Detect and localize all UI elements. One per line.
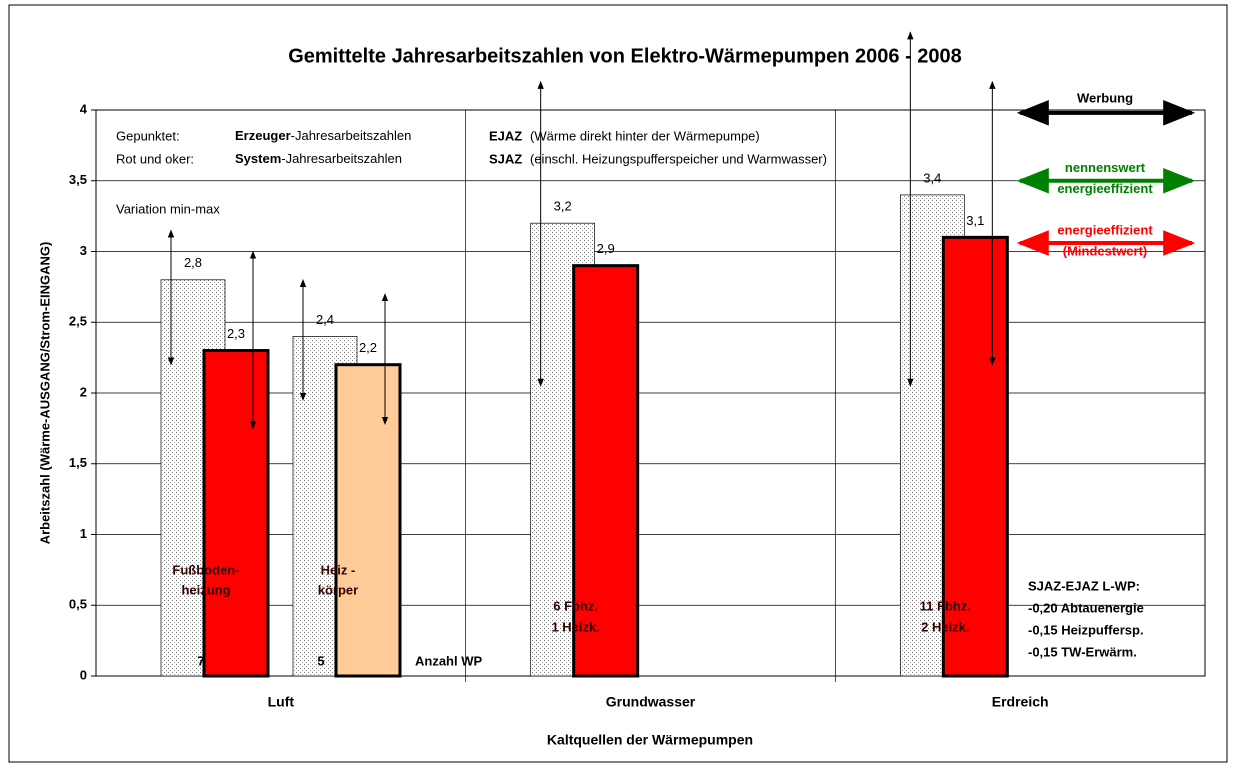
note: EJAZ: [489, 128, 522, 143]
threshold-label: nennenswert: [1065, 160, 1146, 175]
x-tick-label: Grundwasser: [606, 694, 696, 710]
y-tick-label: 2: [80, 384, 87, 399]
value-label: 3,2: [554, 199, 572, 214]
group-label: 1 Heizk.: [551, 619, 599, 634]
y-tick-label: 2,5: [69, 314, 87, 329]
bar: [941, 235, 1009, 678]
x-tick-label: Luft: [268, 694, 295, 710]
y-tick-label: 4: [80, 101, 88, 116]
y-tick-label: 3,5: [69, 172, 87, 187]
group-label: heizung: [181, 582, 230, 597]
threshold-label: energieeffizient: [1057, 181, 1153, 196]
bar: [202, 349, 270, 678]
value-label: 2,4: [316, 312, 334, 327]
value-label: 2,2: [359, 340, 377, 355]
note: Gepunktet:: [116, 128, 180, 143]
bar: [572, 264, 640, 678]
value-label: 2,8: [184, 255, 202, 270]
group-label: 11 Fbhz.: [920, 598, 971, 613]
note: Rot und oker:: [116, 151, 194, 166]
value-label: 3,4: [923, 170, 941, 185]
x-axis-label: Kaltquellen der Wärmepumpen: [547, 732, 753, 748]
note: (einschl. Heizungspufferspeicher und War…: [530, 151, 827, 166]
x-tick-label: Erdreich: [992, 694, 1049, 710]
threshold-label: energieeffizient: [1057, 222, 1153, 237]
note: Erzeuger-Jahresarbeitszahlen: [235, 128, 411, 143]
note: SJAZ: [489, 151, 522, 166]
value-label: 2,9: [597, 241, 615, 256]
note: System-Jahresarbeitszahlen: [235, 151, 402, 166]
count-label: 5: [317, 653, 324, 668]
y-axis-label: Arbeitszahl (Wärme-AUSGANG/Strom-EINGANG…: [37, 242, 52, 545]
annotation: Variation min-max: [116, 201, 220, 216]
y-tick-label: 0: [80, 667, 87, 682]
y-tick-label: 1: [80, 526, 87, 541]
chart-title: Gemittelte Jahresarbeitszahlen von Elekt…: [288, 45, 962, 67]
group-label: Heiz -: [321, 562, 356, 577]
group-label: 6 Fbhz.: [553, 598, 598, 613]
note-bold: Erzeuger: [235, 128, 291, 143]
y-tick-label: 0,5: [69, 597, 87, 612]
count-label: 7: [197, 653, 204, 668]
group-label: 2 Heizk.: [921, 619, 969, 634]
note-text: -Jahresarbeitszahlen: [281, 151, 402, 166]
group-label: körper: [318, 582, 358, 597]
diff-note: SJAZ-EJAZ L-WP:: [1028, 578, 1140, 593]
y-tick-label: 3: [80, 243, 87, 258]
y-tick-label: 1,5: [69, 455, 87, 470]
annotation: Anzahl WP: [415, 653, 482, 668]
diff-note: -0,15 Heizpuffersp.: [1028, 622, 1144, 637]
value-label: 2,3: [227, 326, 245, 341]
note: (Wärme direkt hinter der Wärmepumpe): [530, 128, 760, 143]
diff-note: -0,15 TW-Erwärm.: [1028, 644, 1137, 659]
diff-note: -0,20 Abtauenergie: [1028, 600, 1144, 615]
note-bold: System: [235, 151, 281, 166]
threshold-label: Werbung: [1077, 90, 1133, 105]
threshold-label: (Mindestwert): [1063, 243, 1148, 258]
bar: [334, 363, 402, 678]
group-label: Fußboden-: [172, 562, 239, 577]
note-text: -Jahresarbeitszahlen: [291, 128, 412, 143]
value-label: 3,1: [966, 213, 984, 228]
